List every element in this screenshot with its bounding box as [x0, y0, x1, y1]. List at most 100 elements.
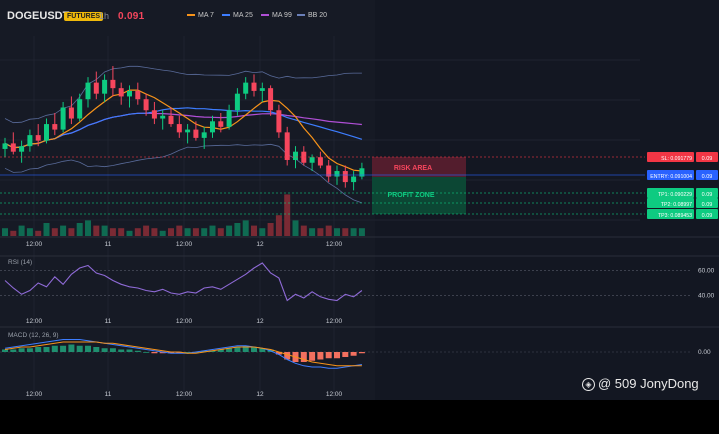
- volume-bar: [309, 228, 316, 236]
- volume-bar: [300, 225, 307, 236]
- macd-x-tick-label: 12:00: [326, 391, 343, 398]
- price-level-tag: [647, 152, 694, 162]
- volume-bar: [226, 225, 233, 236]
- price-level-right-value: 0.09: [702, 156, 713, 162]
- candle-body: [301, 151, 307, 163]
- futures-badge: FUTURES: [64, 12, 104, 21]
- volume-bar: [201, 228, 208, 236]
- candle-body: [77, 99, 83, 119]
- volume-bar: [234, 223, 241, 236]
- price-level-right-tag: [696, 170, 718, 180]
- volume-bar: [251, 225, 257, 236]
- volume-bar: [217, 228, 224, 236]
- volume-bar: [284, 194, 291, 236]
- volume-bar: [2, 228, 8, 236]
- macd-hist-bar: [2, 349, 8, 352]
- price-level-right-value: 0.09: [702, 213, 713, 219]
- volume-bar: [259, 228, 266, 236]
- macd-hist-bar: [35, 347, 42, 352]
- price-level-label: TP3: 0.089453: [658, 213, 692, 219]
- candle-body: [317, 157, 323, 166]
- bottom-bar: [0, 400, 719, 434]
- macd-line: [4, 339, 362, 369]
- rsi-line: [4, 262, 363, 302]
- macd-hist-bar: [101, 348, 108, 352]
- candle-body: [127, 90, 132, 97]
- candle-body: [52, 124, 58, 130]
- candle-body: [19, 146, 25, 152]
- candle-body: [334, 171, 340, 177]
- volume-bar: [192, 228, 199, 236]
- candle-body: [359, 168, 365, 177]
- volume-bar: [134, 228, 141, 236]
- candle-body: [226, 110, 232, 127]
- macd-hist-bar: [325, 352, 332, 359]
- candle-body: [234, 93, 240, 111]
- candle-body: [259, 88, 265, 91]
- rsi-x-tick-label: 12:00: [26, 318, 43, 325]
- candle-body: [118, 88, 124, 97]
- rsi-level-60-label: 60.00: [698, 268, 715, 275]
- candle-body: [243, 82, 249, 94]
- price-level-right-tag: [696, 152, 718, 162]
- candle-body: [93, 82, 99, 94]
- candle-body: [151, 110, 157, 119]
- macd-hist-bar: [251, 347, 257, 352]
- volume-bar: [76, 223, 83, 236]
- symbol-label[interactable]: DOGEUSDT: [7, 10, 70, 22]
- legend-ma25[interactable]: MA 25: [222, 12, 253, 19]
- legend-bb20[interactable]: BB 20: [297, 12, 327, 19]
- price-level-label: TP2: 0.08997: [661, 202, 692, 208]
- rsi-level-40-label: 40.00: [698, 293, 715, 300]
- volume-bar: [10, 230, 17, 236]
- price-level-right-tag: [696, 198, 718, 208]
- profit-zone-label: PROFIT ZONE: [387, 192, 434, 199]
- candle-body: [210, 121, 215, 133]
- rsi-x-tick-label: 12:00: [326, 318, 343, 325]
- macd-hist-bar: [284, 352, 291, 360]
- macd-hist-bar: [68, 344, 75, 352]
- candle-body: [218, 121, 224, 127]
- candle-body: [60, 107, 66, 130]
- plot-background: [0, 0, 375, 400]
- macd-hist-bar: [309, 352, 316, 361]
- price-x-tick-label: 12:00: [326, 241, 343, 248]
- volume-bar: [184, 228, 191, 236]
- macd-signal-line: [4, 341, 362, 367]
- candle-body: [326, 165, 332, 177]
- macd-hist-bar: [26, 348, 33, 352]
- ma25-line: [4, 107, 363, 149]
- legend-ma7[interactable]: MA 7: [187, 12, 214, 19]
- timeframe-label[interactable]: 1h: [99, 11, 110, 21]
- macd-hist-bar: [358, 352, 365, 354]
- macd-hist-bar: [217, 349, 224, 352]
- candle-body: [44, 124, 49, 141]
- candle-body: [176, 124, 182, 133]
- macd-x-tick-label: 12: [256, 391, 264, 398]
- macd-hist-bar: [334, 352, 340, 359]
- candle-body: [276, 110, 282, 133]
- price-x-tick-label: 12:00: [26, 241, 43, 248]
- macd-x-tick-label: 11: [105, 391, 112, 398]
- volume-bar: [334, 228, 340, 236]
- macd-hist-bar: [76, 345, 83, 352]
- candle-body: [2, 143, 8, 149]
- macd-hist-bar: [350, 352, 357, 356]
- macd-hist-bar: [234, 347, 241, 352]
- macd-hist-bar: [126, 349, 133, 352]
- volume-bar: [109, 228, 116, 236]
- macd-label: MACD (12, 26, 9): [8, 332, 59, 339]
- macd-hist-bar: [342, 352, 349, 357]
- volume-bar: [209, 225, 216, 236]
- price-level-label: TP1: 0.090229: [658, 192, 692, 198]
- macd-hist-bar: [275, 352, 282, 355]
- candle-body: [102, 79, 108, 94]
- volume-bar: [275, 215, 282, 236]
- volume-bar: [126, 230, 133, 236]
- volume-bar: [143, 225, 150, 236]
- price-level-right-tag: [696, 188, 718, 198]
- macd-hist-bar: [201, 350, 208, 352]
- price-level-right-tag: [696, 209, 718, 219]
- legend-ma99[interactable]: MA 99: [261, 12, 292, 19]
